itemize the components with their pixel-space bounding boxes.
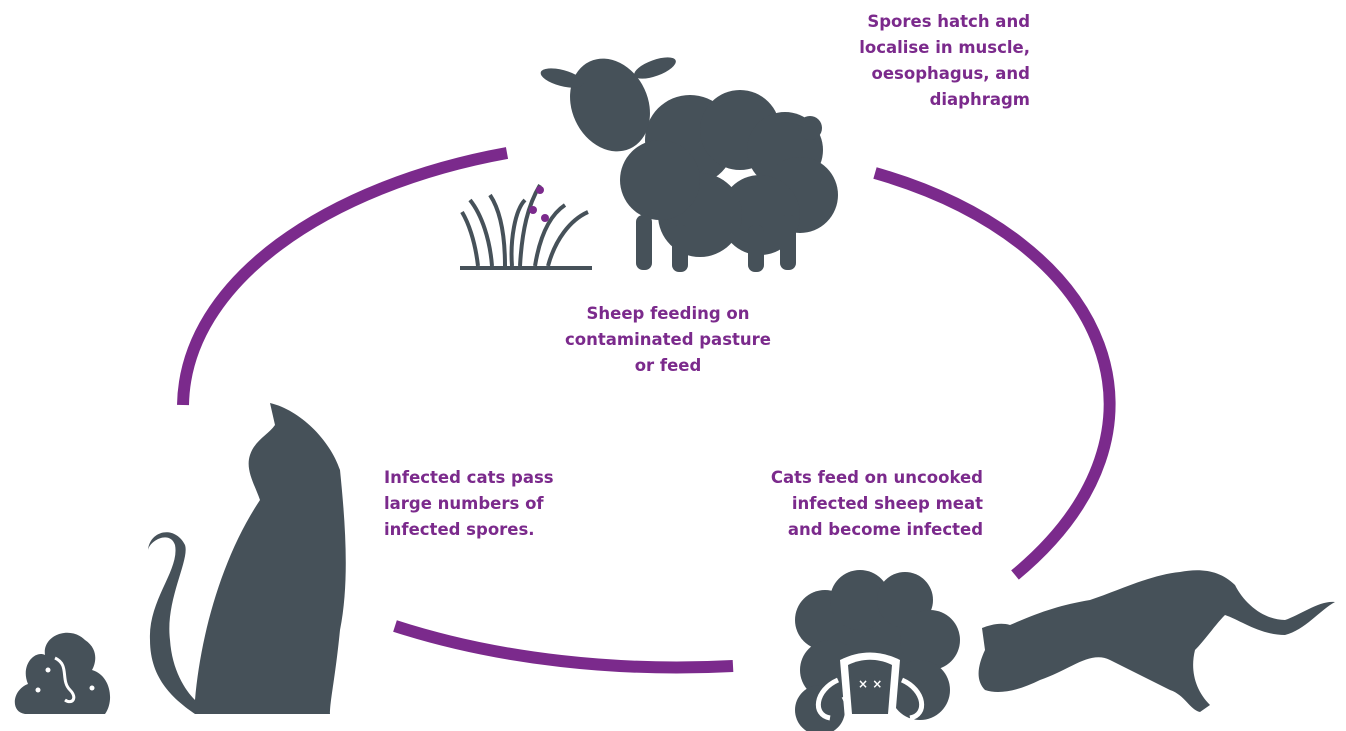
label-line: and become infected xyxy=(788,520,983,539)
svg-text:× ×: × × xyxy=(858,677,882,691)
step-label: Infected cats pass large numbers of infect… xyxy=(384,468,554,539)
label-line: or feed xyxy=(635,356,702,375)
label-line: Infected cats pass xyxy=(384,468,554,487)
labels: Spores hatch and localise in muscle, oesop… xyxy=(384,12,1030,539)
life-cycle-diagram: × × Spores hatch and localise in muscle, o… xyxy=(0,0,1346,731)
step-label: Sheep feeding on contaminated pasture or f… xyxy=(565,304,771,375)
cycle-arrow xyxy=(875,173,1110,575)
droppings-icon xyxy=(15,633,110,714)
sheep-icon xyxy=(539,45,838,272)
label-line: diaphragm xyxy=(930,90,1030,109)
sheep-meat-icon: × × xyxy=(795,570,960,731)
label-line: large numbers of xyxy=(384,494,544,513)
cycle-arrow xyxy=(395,626,733,667)
step-label: Cats feed on uncooked infected sheep meat… xyxy=(771,468,983,539)
label-line: oesophagus, and xyxy=(872,64,1030,83)
label-line: contaminated pasture xyxy=(565,330,771,349)
step-label: Spores hatch and localise in muscle, oesop… xyxy=(859,12,1030,109)
label-line: infected sheep meat xyxy=(792,494,983,513)
cat-icon xyxy=(148,403,346,714)
label-line: Spores hatch and xyxy=(867,12,1030,31)
label-line: Cats feed on uncooked xyxy=(771,468,983,487)
stalking-cat-icon xyxy=(979,570,1335,712)
grass-icon xyxy=(460,185,592,268)
cycle-arrow xyxy=(183,153,507,405)
label-line: infected spores. xyxy=(384,520,535,539)
label-line: localise in muscle, xyxy=(859,38,1030,57)
label-line: Sheep feeding on xyxy=(587,304,750,323)
